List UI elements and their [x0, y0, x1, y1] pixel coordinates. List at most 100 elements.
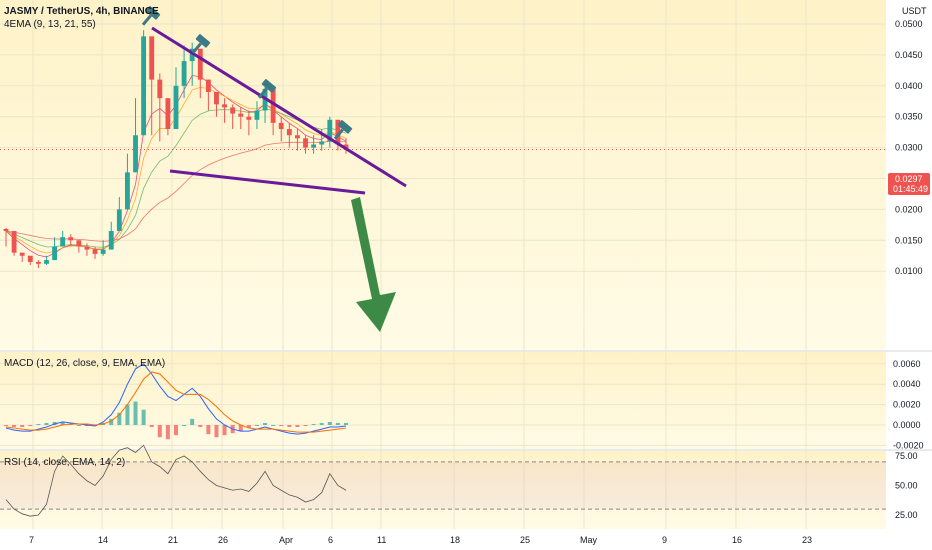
macd-histogram-bar: [44, 422, 49, 425]
gavel-icon: [257, 79, 277, 99]
rsi-layer: [0, 444, 886, 517]
macd-tick-label: 0.0060: [893, 359, 921, 369]
candle-body: [295, 135, 300, 139]
gavel-icon: [191, 34, 211, 54]
time-tick-label: 21: [168, 535, 178, 545]
macd-label[interactable]: MACD (12, 26, close, 9, EMA, EMA): [4, 358, 165, 369]
macd-histogram-bar: [182, 425, 187, 426]
candle-body: [181, 61, 187, 86]
rsi-tick-label: 25.00: [895, 510, 918, 520]
macd-histogram-bar: [12, 425, 17, 428]
candle-body: [35, 261, 41, 264]
macd-histogram-bar: [165, 425, 170, 440]
macd-tick-label: 0.0020: [893, 400, 921, 410]
candle-body: [189, 48, 195, 62]
candle-body: [27, 255, 33, 262]
candle-body: [173, 85, 179, 130]
candle-body: [44, 260, 49, 264]
macd-histogram-bar: [149, 425, 154, 428]
time-tick-label: 18: [450, 535, 460, 545]
macd-histogram-bar: [214, 425, 219, 438]
macd-layer: [4, 363, 348, 440]
candles-layer: [3, 30, 349, 269]
price-axis-bg: [886, 0, 932, 550]
macd-histogram-bar: [60, 421, 65, 425]
macd-histogram-bar: [311, 423, 316, 425]
macd-histogram-bar: [20, 425, 25, 428]
macd-histogram-bar: [198, 425, 203, 428]
rsi-pane-bg: [0, 451, 886, 529]
price-tick-label: 0.0450: [895, 50, 923, 60]
candle-body: [311, 144, 317, 148]
main-pane-bg: [0, 0, 886, 350]
candle-body: [76, 240, 82, 247]
time-tick-label: 16: [732, 535, 742, 545]
price-tick-label: 0.0500: [895, 19, 923, 29]
down-arrow: [351, 197, 396, 332]
rsi-band-fill: [0, 461, 886, 510]
macd-histogram-bar: [206, 425, 211, 435]
macd-histogram-bar: [28, 425, 33, 427]
time-axis-bg: [0, 529, 886, 550]
candle-body: [125, 172, 130, 210]
price-tick-label: 0.0350: [895, 112, 923, 122]
time-tick-label: May: [580, 535, 598, 545]
candle-body: [60, 237, 66, 247]
candle-body: [141, 36, 147, 136]
candle-body: [335, 119, 341, 145]
currency-label: USDT: [902, 6, 927, 16]
gavel-icon: [333, 120, 353, 140]
candle-body: [278, 122, 284, 130]
macd-histogram-bar: [295, 425, 300, 428]
candle-body: [11, 231, 17, 253]
macd-histogram-bar: [254, 425, 259, 426]
upper-trendline: [151, 26, 407, 188]
candle-body: [116, 209, 122, 232]
gavel-handle: [191, 42, 202, 54]
macd-histogram-bar: [271, 425, 276, 426]
candle-body: [246, 116, 252, 120]
rsi-label[interactable]: RSI (14, close, EMA, 14, 2): [4, 457, 125, 468]
countdown-timer: 01:45:49: [893, 184, 928, 194]
macd-histogram-bar: [125, 404, 130, 425]
candle-body: [230, 107, 236, 114]
symbol-title[interactable]: JASMY / TetherUS, 4h, BINANCE: [4, 6, 159, 17]
candle-body: [100, 249, 106, 254]
candle-body: [270, 88, 276, 123]
candle-body: [165, 98, 171, 130]
macd-histogram-bar: [84, 425, 89, 427]
price-tick-label: 0.0300: [895, 143, 923, 153]
signal-line: [5, 371, 347, 433]
macd-histogram-bar: [36, 423, 41, 425]
macd-histogram-bar: [117, 412, 122, 425]
candle-body: [197, 48, 203, 80]
candle-body: [133, 135, 138, 173]
macd-histogram-bar: [109, 418, 114, 425]
price-tick-label: 0.0100: [895, 266, 923, 276]
candle-body: [205, 79, 211, 92]
time-tick-label: 11: [377, 535, 386, 545]
macd-histogram-bar: [246, 425, 251, 429]
macd-histogram-bar: [319, 422, 324, 425]
gavel-handle: [257, 87, 268, 99]
macd-histogram-bar: [327, 421, 332, 425]
gavel-head: [337, 120, 353, 134]
macd-histogram-bar: [190, 418, 195, 425]
rsi-line: [5, 444, 347, 517]
lower-trendline: [169, 169, 366, 195]
candle-body: [108, 231, 114, 250]
ema-label[interactable]: 4EMA (9, 13, 21, 55): [4, 19, 96, 30]
candle-body: [68, 237, 74, 241]
time-tick-label: 26: [218, 535, 228, 545]
macd-histogram-bar: [335, 422, 340, 425]
time-tick-label: 6: [328, 535, 333, 545]
candle-body: [3, 228, 9, 232]
candle-body: [214, 91, 219, 105]
macd-histogram-bar: [238, 425, 243, 432]
candle-body: [84, 246, 90, 250]
candle-body: [254, 110, 260, 120]
macd-tick-label: -0.0020: [893, 440, 924, 450]
time-tick-label: 14: [98, 535, 108, 545]
macd-tick-label: 0.0000: [893, 420, 921, 430]
